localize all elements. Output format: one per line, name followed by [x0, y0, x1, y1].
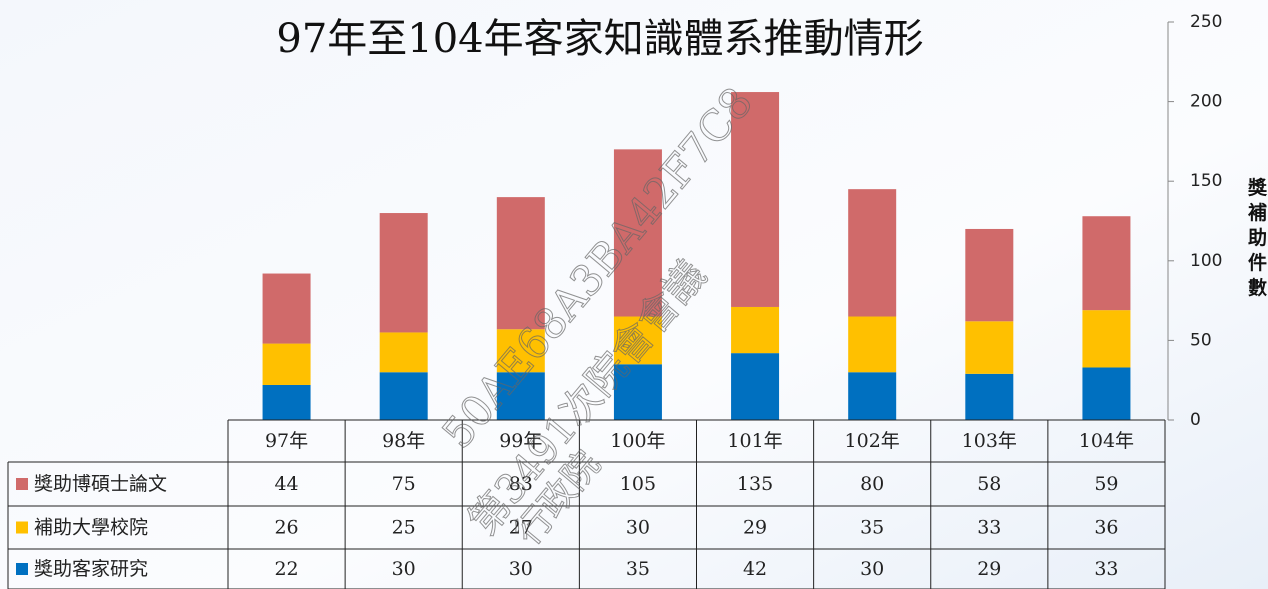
- x-tick-label: 98年: [382, 430, 425, 452]
- table-cell: 58: [977, 473, 1001, 495]
- bar-segment: [379, 213, 428, 333]
- table-cell: 30: [626, 517, 650, 539]
- bar-segment: [965, 321, 1014, 374]
- table-cell: 36: [1094, 517, 1118, 539]
- bar-segment: [1082, 310, 1131, 368]
- bar-segment: [731, 92, 780, 307]
- table-cell: 33: [977, 517, 1001, 539]
- x-tick-label: 102年: [845, 430, 900, 452]
- bar-segment: [613, 364, 662, 420]
- bar-segment: [262, 343, 311, 385]
- table-cell: 30: [392, 558, 416, 580]
- x-tick-label: 97年: [265, 430, 308, 452]
- bar-segment: [262, 384, 311, 420]
- table-cell: 29: [743, 517, 767, 539]
- y-tick-label: 100: [1190, 251, 1222, 271]
- legend-swatch: [16, 563, 28, 575]
- table-cell: 44: [274, 473, 298, 495]
- y-axis-label: 獎補助件數: [1245, 176, 1268, 302]
- x-tick-label: 104年: [1079, 430, 1134, 452]
- bar-segment: [613, 316, 662, 365]
- table-cell: 35: [626, 558, 650, 580]
- bar-segment: [262, 273, 311, 344]
- bar-segment: [731, 306, 780, 354]
- x-tick-label: 101年: [727, 430, 782, 452]
- table-cell: 25: [392, 517, 416, 539]
- bar-segment: [1082, 216, 1131, 311]
- x-tick-label: 103年: [962, 430, 1017, 452]
- y-tick-label: 250: [1190, 12, 1222, 32]
- bar-segment: [496, 197, 545, 330]
- bar-segment: [965, 373, 1014, 420]
- chart-title: 97年至104年客家知識體系推動情形: [276, 16, 923, 62]
- x-tick-label: 99年: [499, 430, 542, 452]
- table-cell: 30: [860, 558, 884, 580]
- table-cell: 80: [860, 473, 884, 495]
- bar-segment: [848, 316, 897, 373]
- bar-segment: [379, 372, 428, 420]
- table-cell: 59: [1094, 473, 1118, 495]
- table-cell: 30: [509, 558, 533, 580]
- bar-segment: [965, 228, 1014, 322]
- x-tick-label: 100年: [610, 430, 665, 452]
- table-cell: 135: [737, 473, 773, 495]
- legend-label: 補助大學校院: [34, 517, 148, 539]
- bar-segment: [496, 372, 545, 420]
- legend-swatch: [16, 521, 28, 534]
- table-cell: 83: [509, 473, 533, 495]
- y-tick-label: 50: [1190, 330, 1212, 350]
- y-tick-label: 150: [1190, 171, 1222, 191]
- legend-label: 獎助博碩士論文: [34, 473, 167, 495]
- table-cell: 35: [860, 517, 884, 539]
- legend-label: 獎助客家研究: [34, 558, 148, 580]
- legend-swatch: [16, 478, 28, 490]
- y-tick-label: 0: [1190, 410, 1201, 430]
- table-cell: 105: [620, 473, 656, 495]
- table-cell: 26: [274, 517, 298, 539]
- bar-segment: [496, 329, 545, 373]
- bar-segment: [731, 353, 780, 420]
- table-cell: 33: [1094, 558, 1118, 580]
- table-cell: 29: [977, 558, 1001, 580]
- y-tick-label: 200: [1190, 92, 1222, 112]
- table-cell: 75: [392, 473, 416, 495]
- bar-segment: [379, 332, 428, 373]
- bar-segment: [1082, 367, 1131, 420]
- table-cell: 27: [509, 517, 533, 539]
- table-cell: 42: [743, 558, 767, 580]
- bar-segment: [848, 372, 897, 420]
- bar-segment: [613, 149, 662, 317]
- bar-segment: [848, 189, 897, 317]
- table-cell: 22: [274, 558, 298, 580]
